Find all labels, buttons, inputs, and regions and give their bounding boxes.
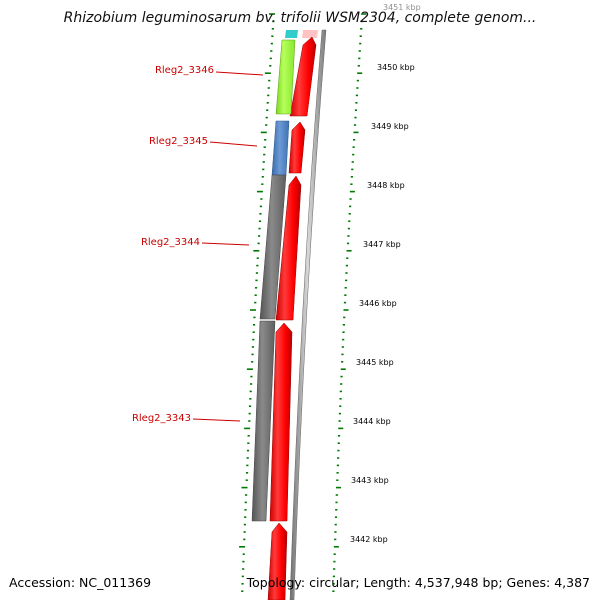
- gene-rleg2-3345[interactable]: [271, 120, 290, 176]
- kbp-label: 3449 kbp: [371, 122, 409, 131]
- kbp-label: 3451 kbp: [383, 3, 421, 12]
- gene-label-rleg2-3344[interactable]: Rleg2_3344: [141, 237, 200, 248]
- kbp-label: 3443 kbp: [351, 476, 389, 485]
- gene-rleg2-3343[interactable]: [251, 320, 276, 522]
- accession-text: Accession: NC_011369: [9, 575, 152, 590]
- forward-cds-arrow: [289, 36, 317, 117]
- forward-cds-track: [267, 36, 317, 600]
- inner-tick-scale: [332, 13, 367, 593]
- genome-backbone: [289, 29, 327, 600]
- kbp-label: 3444 kbp: [353, 417, 391, 426]
- gene-rleg2-3344[interactable]: [259, 174, 287, 320]
- forward-cds-arrow: [288, 121, 306, 174]
- gene-rleg2-3346[interactable]: [275, 39, 296, 115]
- gene-track: [251, 39, 296, 522]
- topology-text: Topology: circular; Length: 4,537,948 bp…: [246, 575, 590, 590]
- genome-title: Rhizobium leguminosarum bv. trifolii WSM…: [63, 10, 537, 26]
- kbp-label: 3450 kbp: [377, 63, 415, 72]
- forward-cds-arrow: [275, 175, 302, 321]
- kbp-label: 3448 kbp: [367, 181, 405, 190]
- gene-label-rleg2-3346[interactable]: Rleg2_3346: [155, 65, 214, 76]
- kbp-scale-labels: 3451 kbp 3450 kbp 3449 kbp 3448 kbp 3447…: [350, 3, 421, 544]
- kbp-label: 3447 kbp: [363, 240, 401, 249]
- forward-cds-arrow: [269, 322, 293, 522]
- gene-label-rleg2-3345[interactable]: Rleg2_3345: [149, 136, 208, 147]
- gene-label-rleg2-3343[interactable]: Rleg2_3343: [132, 413, 191, 424]
- forward-cds-arrow: [267, 522, 288, 600]
- kbp-label: 3442 kbp: [350, 535, 388, 544]
- kbp-label: 3446 kbp: [359, 299, 397, 308]
- kbp-label: 3445 kbp: [356, 358, 394, 367]
- gene-labels: Rleg2_3346 Rleg2_3345 Rleg2_3344 Rleg2_3…: [132, 65, 264, 424]
- top-feature-cyan: [285, 30, 318, 38]
- outer-tick-scale: [239, 13, 276, 593]
